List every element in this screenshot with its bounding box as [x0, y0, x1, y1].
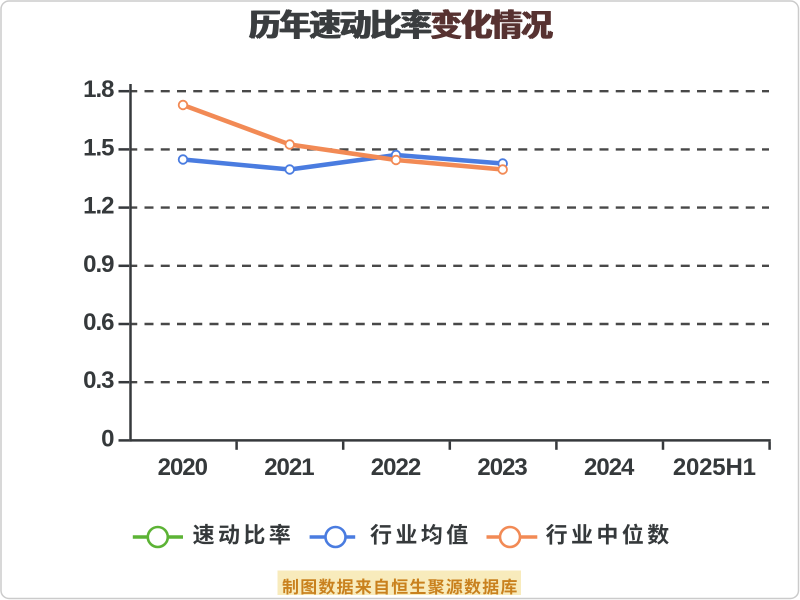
svg-text:2022: 2022: [371, 454, 421, 481]
svg-text:2025H1: 2025H1: [673, 454, 756, 481]
svg-text:2020: 2020: [158, 454, 208, 481]
svg-text:1.8: 1.8: [83, 76, 114, 103]
svg-text:2023: 2023: [477, 454, 527, 481]
svg-text:0.9: 0.9: [83, 251, 114, 278]
svg-text:2021: 2021: [264, 454, 314, 481]
svg-text:2024: 2024: [584, 454, 635, 481]
svg-text:0: 0: [101, 425, 114, 452]
svg-text:1.5: 1.5: [83, 134, 114, 161]
svg-text:0.3: 0.3: [83, 367, 114, 394]
svg-text:0.6: 0.6: [83, 309, 114, 336]
svg-text:1.2: 1.2: [83, 193, 114, 220]
